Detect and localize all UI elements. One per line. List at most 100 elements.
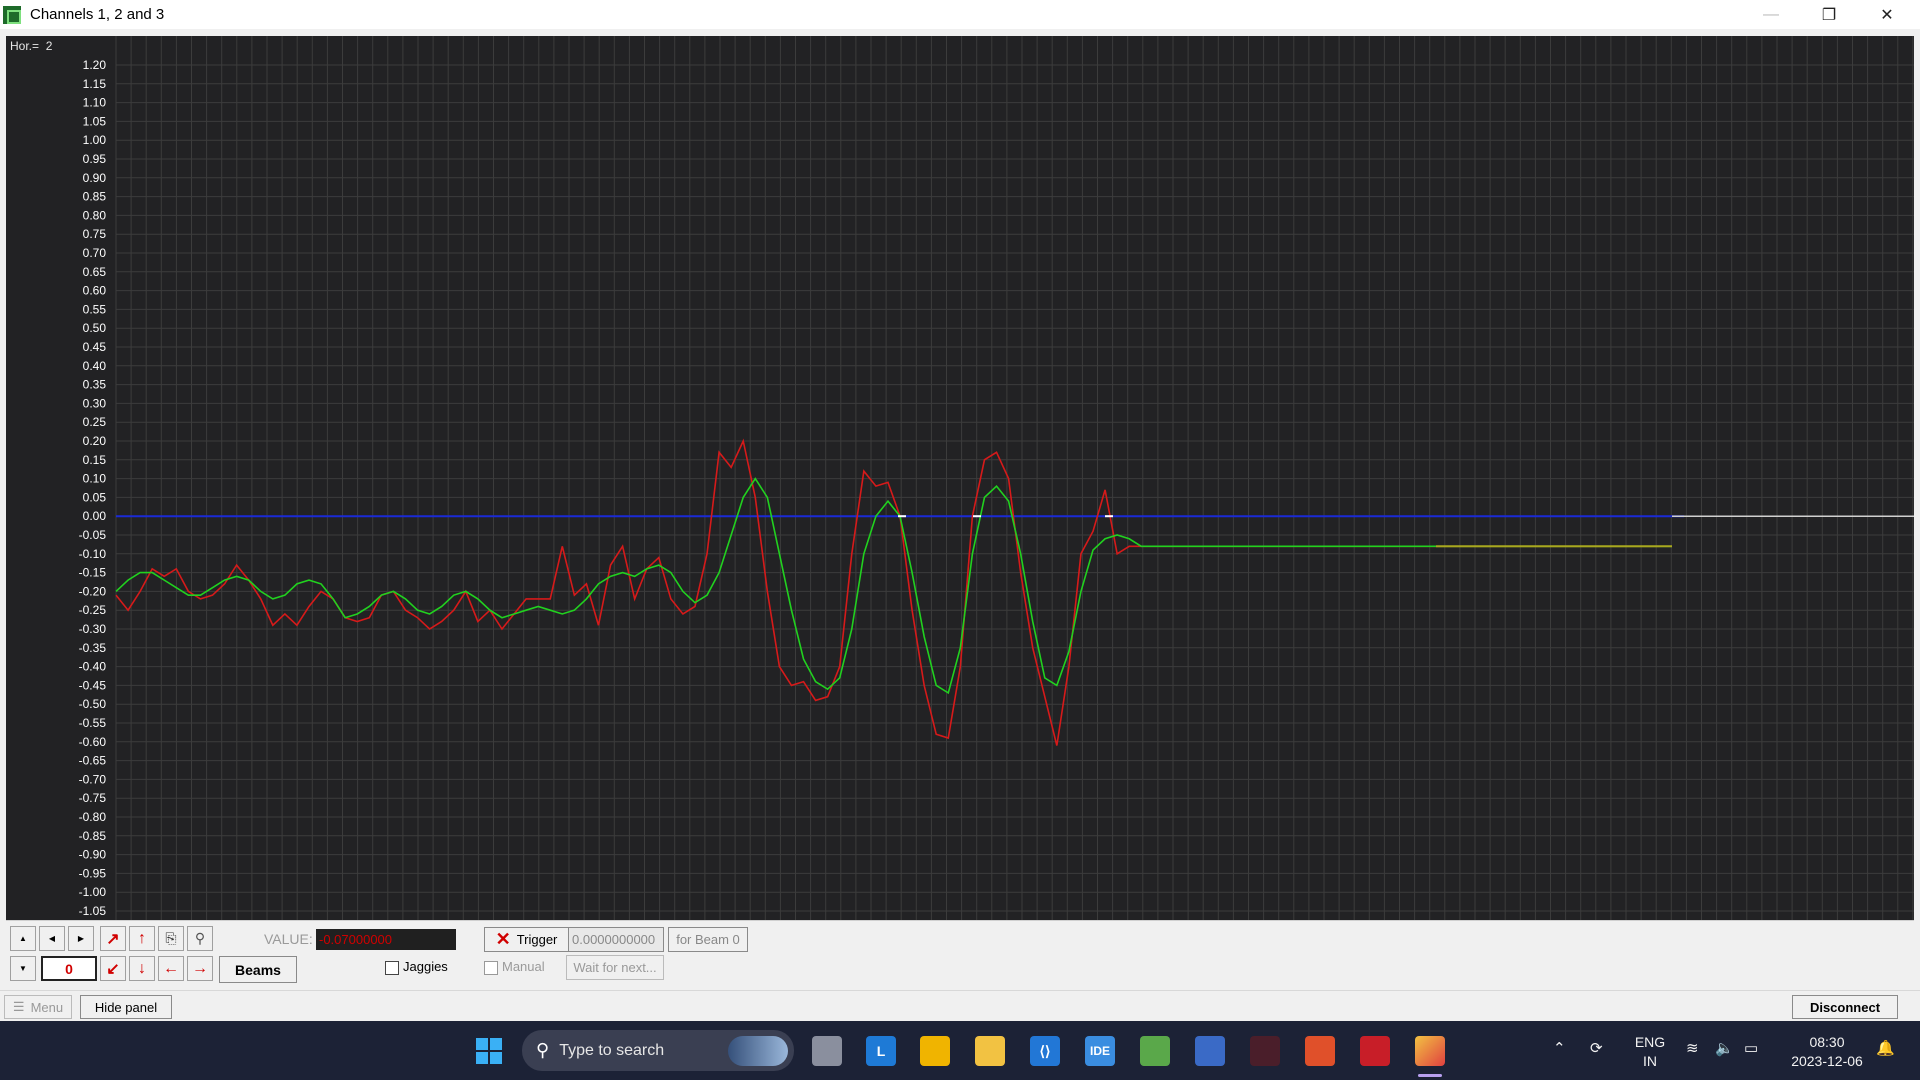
tray-chevron-icon[interactable]: ⌃ (1553, 1040, 1566, 1057)
shift-right-button[interactable]: → (187, 956, 213, 981)
taskbar-search[interactable]: ⚲ Type to search (522, 1030, 794, 1071)
notepad-icon[interactable] (1140, 1036, 1170, 1066)
value-label: VALUE: (264, 931, 313, 947)
search-placeholder: Type to search (559, 1041, 665, 1059)
oscilloscope-display[interactable]: 1.20 1.15 1.10 1.05 1.00 0.95 0.90 0.85 0.80 0.75… (6, 36, 1914, 920)
y-tick-label: -0.20 (79, 584, 107, 598)
y-tick-label: 0.60 (83, 284, 107, 298)
file-explorer-icon[interactable] (975, 1036, 1005, 1066)
y-tick-label: -0.90 (79, 848, 107, 862)
y-tick-label: 0.55 (83, 302, 107, 316)
disconnect-button[interactable]: Disconnect (1792, 995, 1898, 1019)
red-app-icon[interactable] (1360, 1036, 1390, 1066)
close-icon: ✕ (1880, 6, 1894, 24)
right-arrow-icon: → (192, 959, 208, 977)
minimize-button[interactable]: — (1742, 0, 1800, 29)
for-beam-button[interactable]: for Beam 0 (668, 927, 748, 952)
trigger-value-field[interactable]: 0.0000000000 (568, 927, 664, 952)
active-app-indicator (1418, 1074, 1442, 1077)
battery-icon[interactable]: ▭ (1744, 1040, 1759, 1057)
wifi-icon[interactable]: ≋ (1686, 1040, 1699, 1057)
notification-bell-icon[interactable]: 🔔 (1876, 1040, 1895, 1057)
sync-icon[interactable]: ⟳ (1590, 1040, 1603, 1057)
network-tool-icon[interactable] (1195, 1036, 1225, 1066)
y-tick-label: -0.55 (79, 716, 107, 730)
y-tick-label: -0.35 (79, 641, 107, 655)
scroll-left-button[interactable]: ◀ (39, 926, 65, 951)
y-tick-label: 1.15 (83, 77, 107, 91)
wait-for-next-button[interactable]: Wait for next... (566, 955, 664, 980)
magnifier-icon: ⚲ (194, 930, 206, 946)
brave-browser-icon[interactable] (1305, 1036, 1335, 1066)
series-line-green (115, 477, 1672, 695)
y-tick-label: -0.45 (79, 678, 107, 692)
clock-date: 2023-12-06 (1791, 1053, 1863, 1069)
stretch-up-button[interactable]: ↑ (129, 926, 155, 951)
bottom-bar: ☰ Menu Hide panel Disconnect (0, 990, 1920, 1021)
windows-start-icon[interactable] (474, 1036, 504, 1066)
terminal-app-icon[interactable] (1250, 1036, 1280, 1066)
small-down-arrow-icon: ▼ (19, 964, 27, 973)
jaggies-checkbox[interactable] (385, 961, 399, 975)
expand-diagonal-button[interactable]: ↗ (100, 926, 126, 951)
volume-icon[interactable]: 🔈 (1715, 1040, 1734, 1057)
l-app-icon[interactable]: L (866, 1036, 896, 1066)
title-bar: Channels 1, 2 and 3 — ❐ ✕ (0, 0, 1920, 29)
trigger-button[interactable]: ✕ Trigger (484, 927, 569, 952)
search-icon: ⚲ (536, 1040, 550, 1060)
clock-time: 08:30 (1809, 1034, 1845, 1050)
keep-notes-icon[interactable] (920, 1036, 950, 1066)
restore-button[interactable]: ❐ (1800, 0, 1858, 29)
hide-panel-button[interactable]: Hide panel (80, 995, 172, 1019)
y-tick-label: -0.70 (79, 772, 107, 786)
scroll-up-button[interactable]: ▲ (10, 926, 36, 951)
close-button[interactable]: ✕ (1858, 0, 1916, 29)
language-indicator[interactable]: ENG IN (1628, 1033, 1672, 1071)
clock[interactable]: 08:30 2023-12-06 (1782, 1033, 1872, 1071)
menu-button[interactable]: ☰ Menu (4, 995, 72, 1019)
counter-field[interactable]: 0 (41, 956, 97, 981)
vscode-icon[interactable]: ⟨⟩ (1030, 1036, 1060, 1066)
zoom-button[interactable]: ⚲ (187, 926, 213, 951)
scroll-down-button[interactable]: ▼ (10, 956, 36, 981)
y-tick-label: -0.85 (79, 829, 107, 843)
down-arrow-icon: ↓ (138, 959, 146, 977)
y-tick-label: -0.50 (79, 697, 107, 711)
up-arrow-icon: ↑ (138, 929, 146, 947)
stretch-down-button[interactable]: ↓ (129, 956, 155, 981)
task-view-icon[interactable] (812, 1036, 842, 1066)
y-tick-label: 0.65 (83, 265, 107, 279)
lang-line1: ENG (1634, 1034, 1666, 1050)
screenshot-button[interactable]: ⎘ (158, 926, 184, 951)
y-tick-label: 0.50 (83, 321, 107, 335)
shrink-diagonal-button[interactable]: ↙ (100, 956, 126, 981)
manual-checkbox[interactable] (484, 961, 498, 975)
beams-button[interactable]: Beams (219, 956, 297, 983)
menu-icon: ☰ (12, 999, 25, 1014)
counter-value: 0 (65, 960, 73, 977)
y-tick-label: 0.35 (83, 378, 107, 392)
y-tick-label: -0.15 (79, 566, 107, 580)
y-tick-label: 0.80 (83, 208, 107, 222)
value-field[interactable]: -0.07000000 (316, 929, 456, 950)
y-tick-label: 0.25 (83, 415, 107, 429)
ide-icon[interactable]: IDE (1085, 1036, 1115, 1066)
restore-icon: ❐ (1821, 6, 1837, 24)
y-tick-label: -0.40 (79, 660, 107, 674)
shift-left-button[interactable]: ← (158, 956, 184, 981)
windows-logo-icon (476, 1038, 502, 1064)
diagonal-arrow-in-icon: ↙ (106, 960, 120, 978)
oscilloscope-chart: 1.20 1.15 1.10 1.05 1.00 0.95 0.90 0.85 0.80 0.75… (79, 36, 1914, 920)
y-tick-label: -0.30 (79, 622, 107, 636)
y-tick-label: -1.05 (79, 904, 107, 918)
y-tick-label: -0.65 (79, 754, 107, 768)
y-tick-label: 1.20 (83, 58, 107, 72)
scroll-right-button[interactable]: ▶ (68, 926, 94, 951)
y-tick-label: 0.85 (83, 190, 107, 204)
oscilloscope-app-icon[interactable] (1415, 1036, 1445, 1066)
menu-label: Menu (30, 999, 64, 1015)
hor-label: Hor.= (10, 39, 40, 53)
horizontal-scale-readout: Hor.= 2 (10, 39, 52, 53)
trigger-label: Trigger (516, 932, 558, 947)
y-tick-label: 0.15 (83, 453, 107, 467)
